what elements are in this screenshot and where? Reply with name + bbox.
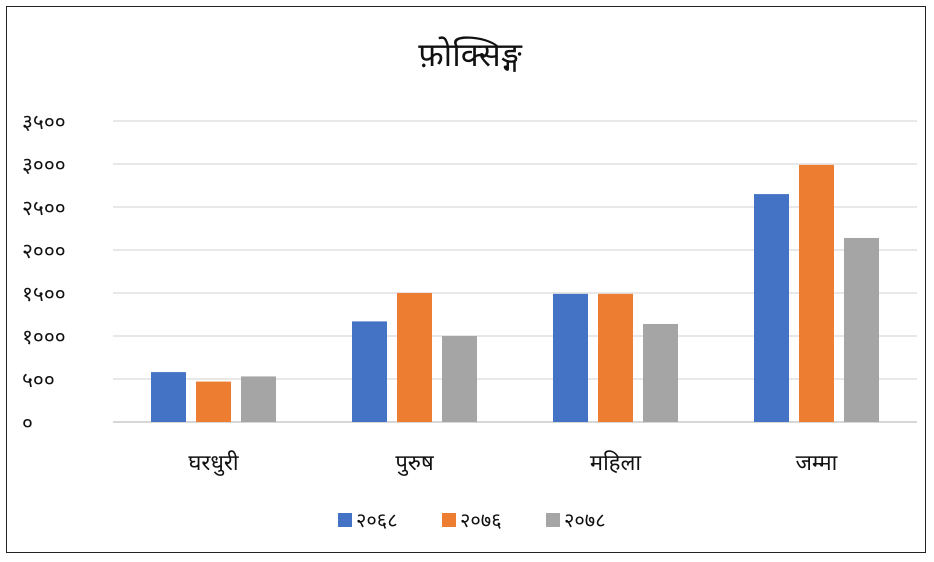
chart-title: फ़ोक्सिङ्ग xyxy=(418,35,523,74)
y-tick-label: २५०० xyxy=(22,196,66,220)
bar xyxy=(397,293,432,422)
y-tick-label: ० xyxy=(22,411,33,435)
x-axis-ticks: घरधुरी पुरुष महिला जम्मा xyxy=(188,450,837,476)
legend-swatch xyxy=(546,513,560,527)
y-axis-ticks: ० ५०० १००० १५०० २००० २५०० ३००० ३५०० xyxy=(22,110,66,435)
gridlines xyxy=(113,120,917,423)
bar xyxy=(598,293,633,422)
bar xyxy=(196,381,231,422)
bar xyxy=(799,164,834,423)
x-tick-label: घरधुरी xyxy=(188,450,239,476)
bar xyxy=(241,376,276,422)
y-tick-label: ५०० xyxy=(22,368,55,392)
bar xyxy=(643,323,678,422)
x-tick-label: महिला xyxy=(590,450,641,476)
legend-label: २०६८ xyxy=(356,508,398,532)
x-tick-label: जम्मा xyxy=(796,451,838,476)
legend: २०६८ २०७६ २०७८ xyxy=(338,508,606,532)
y-tick-label: १५०० xyxy=(22,282,66,306)
y-tick-label: ३५०० xyxy=(22,110,66,134)
y-tick-label: ३००० xyxy=(22,153,66,177)
bar xyxy=(844,237,879,422)
bar xyxy=(151,372,186,422)
bar xyxy=(352,321,387,422)
y-tick-label: २००० xyxy=(22,239,66,263)
x-tick-label: पुरुष xyxy=(395,451,435,476)
legend-label: २०७८ xyxy=(564,508,606,532)
bar xyxy=(442,336,477,422)
bar xyxy=(754,194,789,422)
legend-swatch xyxy=(338,513,352,527)
bars xyxy=(151,164,879,423)
y-tick-label: १००० xyxy=(22,325,66,349)
bar xyxy=(553,293,588,422)
legend-label: २०७६ xyxy=(460,508,502,532)
legend-swatch xyxy=(442,513,456,527)
